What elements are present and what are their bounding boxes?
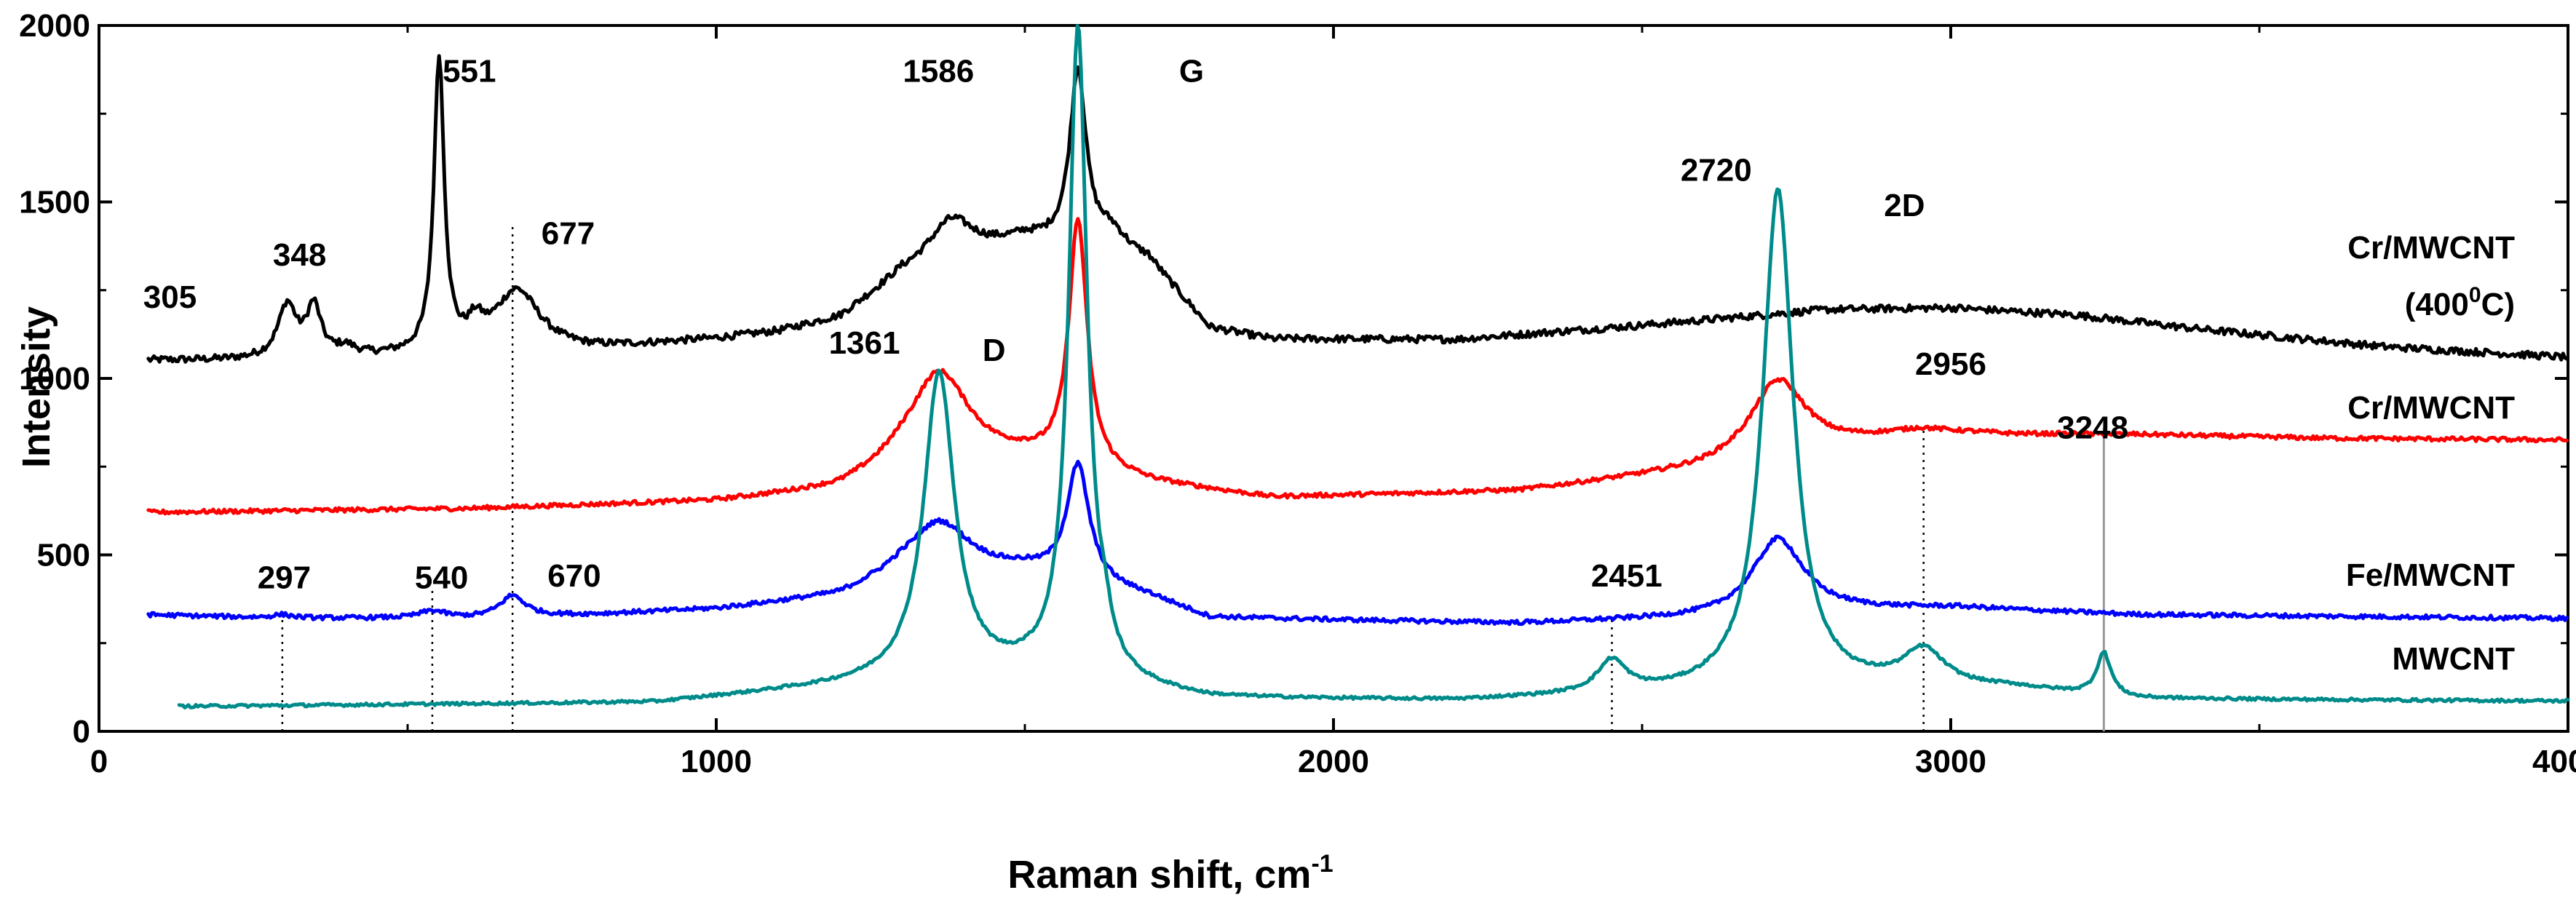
y-axis-title: Intensity: [15, 306, 58, 468]
peak-annotations: 305 348 551 677 1586 G 1361 D 2720 2D 2956 3248 297 5…: [143, 54, 2128, 596]
series-label-line2: (4000C): [2405, 283, 2515, 322]
x-tick-label: 1000: [681, 744, 752, 779]
series-label-line2-superscript: 0: [2469, 283, 2481, 307]
peak-label: 1361: [829, 325, 900, 361]
y-tick-label: 500: [37, 538, 90, 573]
series-labels: Cr/MWCNT (4000C) Cr/MWCNT Fe/MWCNT MWCNT: [2346, 230, 2515, 677]
series-label: Cr/MWCNT: [2347, 230, 2515, 266]
peak-label: 348: [273, 237, 326, 273]
series-line-0: [146, 54, 2569, 364]
peak-label: 1586: [903, 54, 974, 90]
x-tick-label: 4000: [2532, 744, 2576, 779]
x-axis-title-main: Raman shift, cm: [1007, 853, 1311, 897]
y-tick-label: 1000: [19, 361, 90, 397]
peak-label: 2720: [1681, 152, 1752, 188]
series-group: [146, 24, 2570, 710]
series-label-line2-part: C): [2481, 287, 2515, 322]
x-tick-label: 3000: [1915, 744, 1986, 779]
peak-label: 2451: [1591, 558, 1662, 594]
peak-label: 540: [415, 560, 468, 596]
axes: 0 1000 2000 3000 4000 0 500 1000 1500 2000: [19, 8, 2576, 779]
y-tick-label: 2000: [19, 8, 90, 44]
peak-label: 551: [443, 54, 496, 90]
series-label-line2-part: (400: [2405, 287, 2469, 322]
peak-label: D: [983, 333, 1006, 368]
peak-label: 3248: [2057, 410, 2128, 445]
x-tick-label: 0: [90, 744, 108, 779]
y-tick-label: 0: [73, 714, 90, 750]
x-axis-title: Raman shift, cm-1: [1007, 850, 1333, 897]
peak-label: 305: [143, 279, 197, 315]
x-axis-title-superscript: -1: [1311, 850, 1333, 878]
series-label: Cr/MWCNT: [2347, 390, 2515, 426]
series-line-3: [177, 24, 2570, 710]
series-line-1: [146, 217, 2569, 516]
series-label: Fe/MWCNT: [2346, 557, 2515, 593]
series-label: MWCNT: [2392, 641, 2515, 677]
peak-label: 670: [547, 558, 601, 594]
peak-label: G: [1179, 54, 1204, 90]
peak-label: 2D: [1884, 188, 1925, 223]
peak-label: 677: [542, 216, 595, 252]
x-tick-label: 2000: [1298, 744, 1369, 779]
y-tick-label: 1500: [19, 185, 90, 220]
guide-lines: [281, 226, 2105, 731]
series-line-2: [146, 459, 2569, 627]
peak-label: 2956: [1915, 346, 1986, 382]
plot-frame: [98, 24, 2569, 733]
peak-label: 297: [258, 560, 311, 596]
